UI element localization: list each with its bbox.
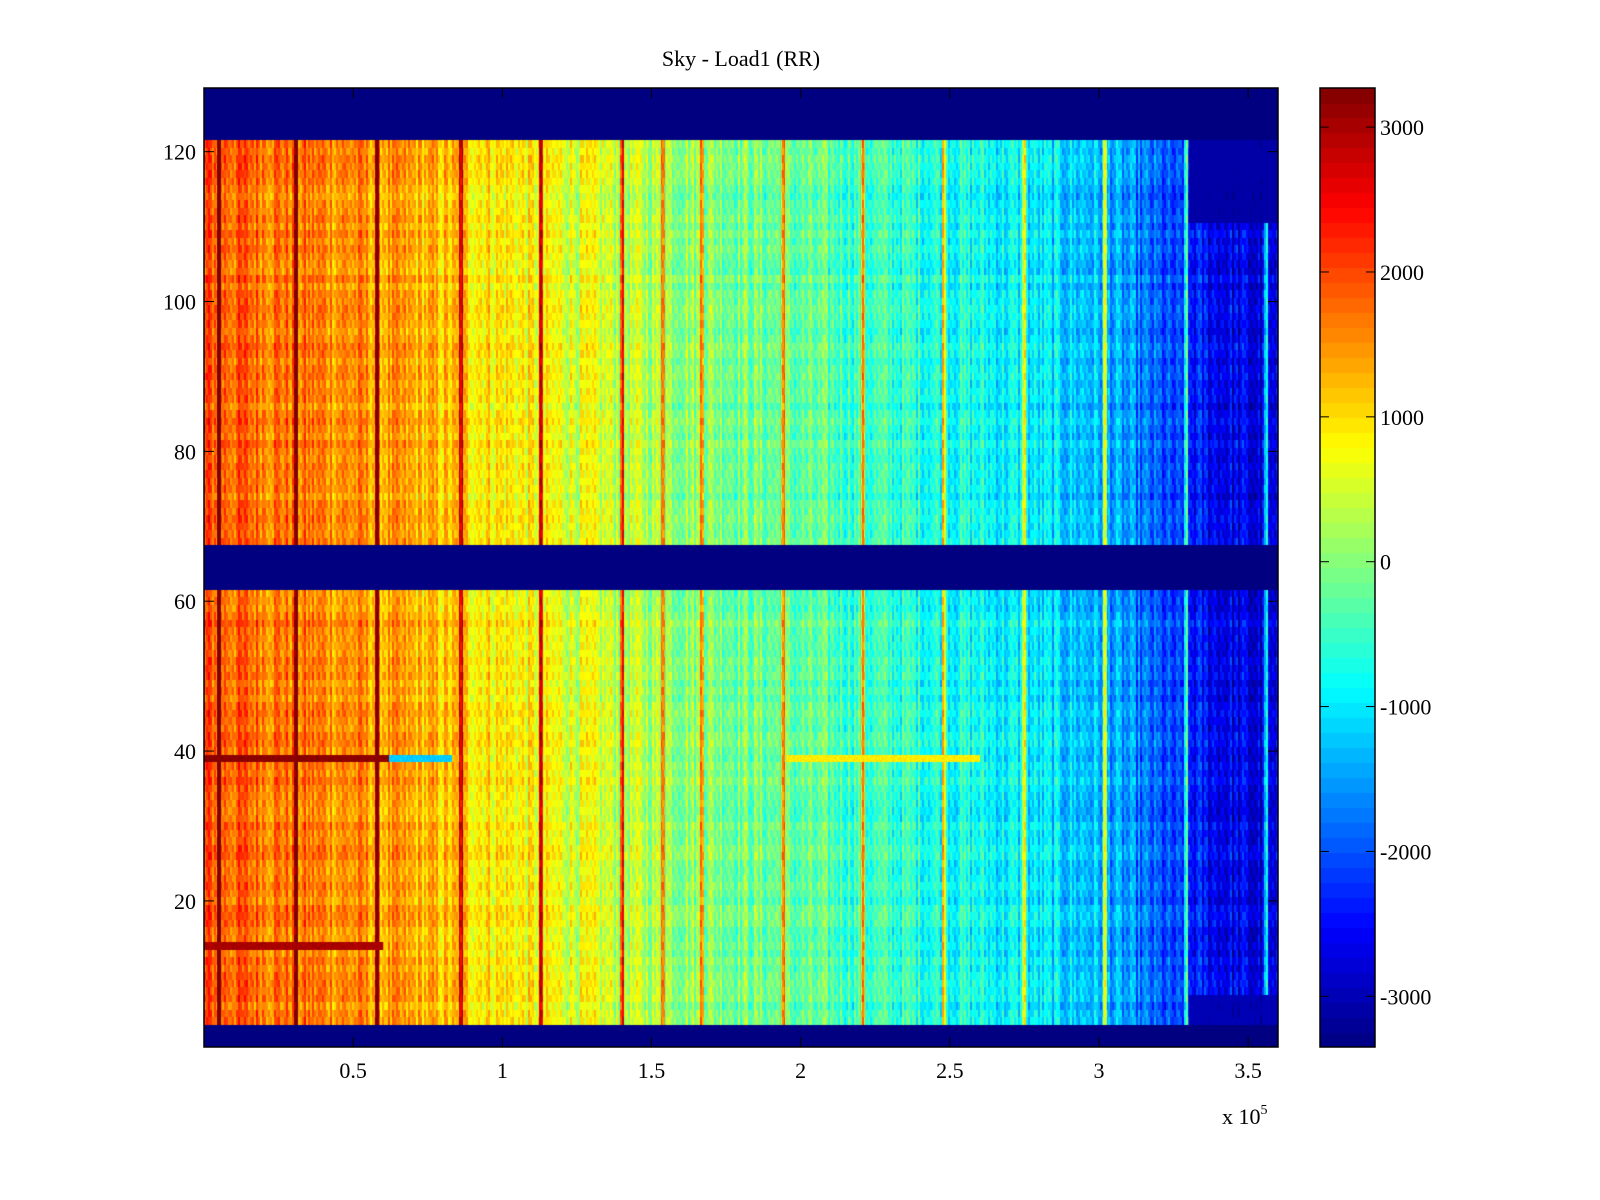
colorbar-tick-label: -2000	[1380, 839, 1431, 864]
y-tick-label: 100	[163, 290, 196, 315]
colorbar-container	[1320, 88, 1375, 1047]
y-tick-label: 60	[174, 589, 196, 614]
x-tick-label: 2	[795, 1058, 806, 1083]
colorbar-frame	[1319, 87, 1376, 1048]
y-tick-label: 20	[174, 889, 196, 914]
colorbar-tick-label: 0	[1380, 550, 1391, 575]
colorbar-tick-label: -3000	[1380, 984, 1431, 1009]
y-axis: 20 40 60 80 100 120	[163, 140, 1278, 914]
x-tick-label: 2.5	[936, 1058, 964, 1083]
x-tick-label: 1.5	[638, 1058, 666, 1083]
x-tick-label: 3.5	[1234, 1058, 1262, 1083]
y-tick-label: 40	[174, 739, 196, 764]
x-exponent-prefix: x 10	[1222, 1104, 1261, 1129]
heatmap-image-container	[204, 88, 1278, 1047]
x-exponent-power: 5	[1261, 1103, 1268, 1118]
colorbar-tick-label: 2000	[1380, 260, 1424, 285]
colorbar-tick-label: -1000	[1380, 695, 1431, 720]
colorbar-gradient	[1320, 88, 1375, 1047]
x-exponent-label: x 105	[1222, 1103, 1268, 1129]
plot-frame	[203, 87, 1279, 1048]
colorbar-axis: 3000 2000 1000 0 -1000 -2000 -3000	[1320, 115, 1431, 1009]
y-tick-label: 80	[174, 439, 196, 464]
x-axis: 0.5 1 1.5 2 2.5 3 3.5	[339, 88, 1262, 1083]
chart-title: Sky - Load1 (RR)	[662, 46, 820, 71]
x-tick-label: 3	[1094, 1058, 1105, 1083]
colorbar-tick-label: 3000	[1380, 115, 1424, 140]
x-tick-label: 0.5	[339, 1058, 367, 1083]
heatmap-image	[204, 88, 1278, 1047]
colorbar-tick-label: 1000	[1380, 405, 1424, 430]
y-tick-label: 120	[163, 140, 196, 165]
x-tick-label: 1	[497, 1058, 508, 1083]
